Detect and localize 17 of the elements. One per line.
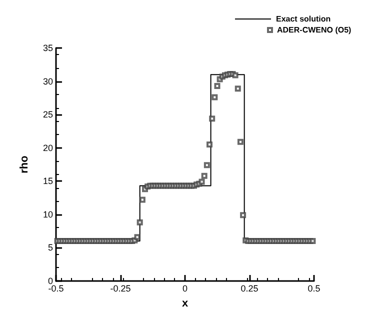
y-tick-label: 15 xyxy=(42,176,53,186)
x-tick-label: -0.5 xyxy=(48,284,64,294)
y-axis-title: rho xyxy=(18,155,30,174)
y-tick-label: 25 xyxy=(42,110,53,120)
x-tick-label: 0.5 xyxy=(308,284,320,294)
legend-label: ADER-CWENO (O5) xyxy=(277,26,352,34)
x-tick-label: 0 xyxy=(182,284,188,294)
y-tick-label: 30 xyxy=(42,76,53,86)
x-tick-label: 0.25 xyxy=(240,284,258,294)
y-tick-label: 35 xyxy=(42,43,53,53)
y-tick-label: 0 xyxy=(48,276,53,286)
x-axis-title: x xyxy=(182,297,189,310)
y-tick-label: 5 xyxy=(48,242,53,253)
x-tick-label: -0.25 xyxy=(110,284,131,294)
y-tick-label: 20 xyxy=(42,142,53,153)
y-tick-label: 10 xyxy=(42,209,53,220)
legend-label: Exact solution xyxy=(276,14,331,24)
